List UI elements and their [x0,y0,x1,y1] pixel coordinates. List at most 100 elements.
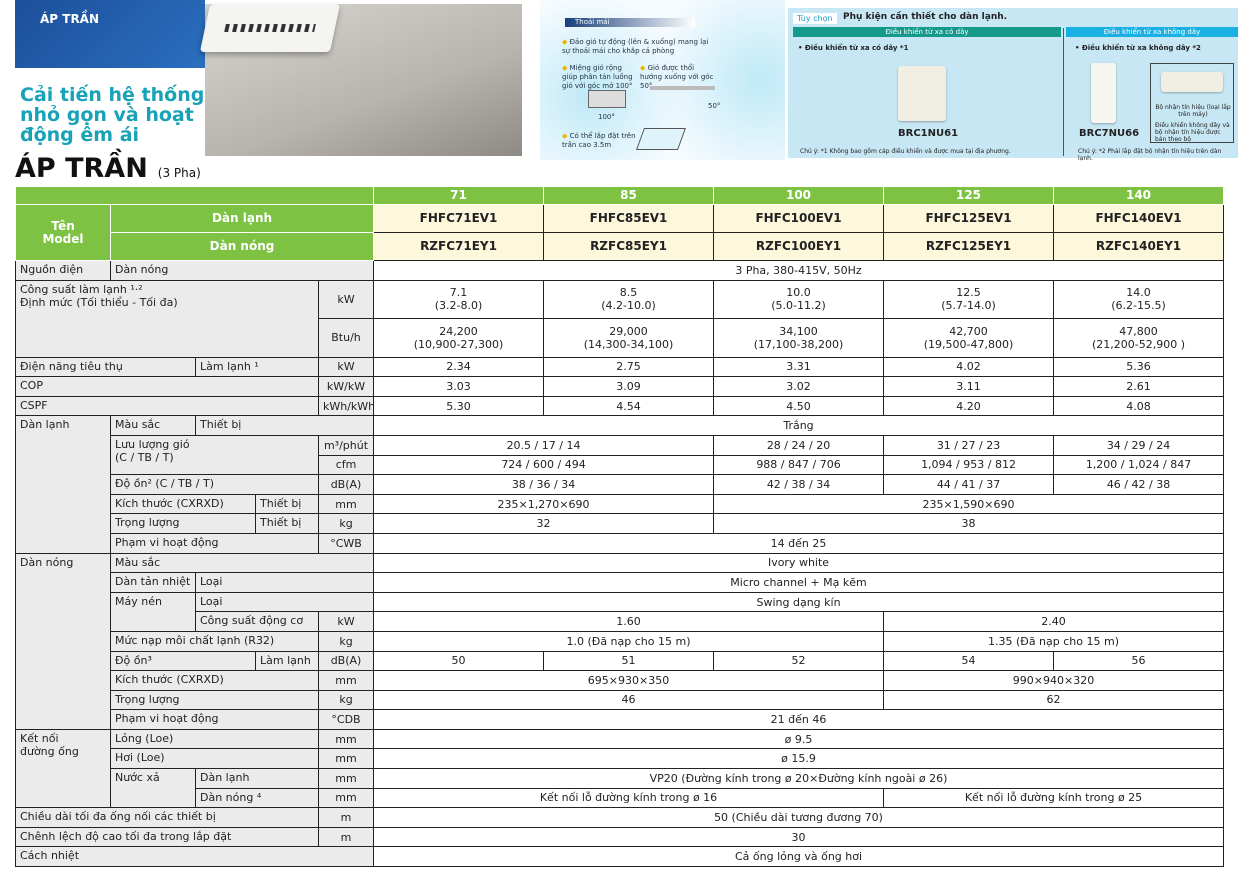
label-cell: Kích thước (CXRXD) [110,493,256,515]
value-cell: 34 / 29 / 24 [1053,434,1225,456]
receiver-image [1161,72,1223,92]
value-cell: 1.60 [373,611,885,632]
unit-cell: °CDB [317,709,375,730]
wired-model: BRC1NU61 [898,128,959,139]
angle-50-label: 50° [708,102,721,110]
value-cell: 46 [373,689,885,711]
label-cell: Kích thước (CXRXD) [110,670,319,691]
value-cell: 47,800 (21,200-52,900 ) [1053,318,1225,358]
value-cell: Kết nối lỗ đường kính trong ø 25 [883,787,1225,809]
comfort-bullet: Có thể lắp đặt trên trần cao 3.5m [562,132,637,150]
label-cell: Dàn nóng [109,260,375,281]
value-cell: 1.35 (Đã nạp cho 15 m) [883,630,1225,652]
receiver-label: Bộ nhận tín hiệu (loại lắp trên máy) [1155,104,1231,118]
label-cell: Dàn lạnh [15,415,111,554]
value-cell: 4.02 [883,356,1055,378]
label-cell: Màu sắc [110,415,196,436]
label-cell: Độ ồn³ [110,650,256,672]
product-photo [199,4,522,156]
model-cell: RZFC85EY1 [543,232,715,261]
table-row: Dàn nóng RZFC71EY1 RZFC85EY1 RZFC100EY1 RZFC… [16,232,1225,261]
unit-cell: °CWB [317,532,375,554]
table-row: Dàn nóng Màu sắc Ivory white [15,552,1225,730]
table-row: Kích thước (CXRXD) Thiết bị mm 235×1,270×69… [16,493,1225,515]
unit-cell: mm [317,787,375,809]
label-cell: Phạm vi hoạt động [110,709,319,730]
table-row: Phạm vi hoạt động °CDB 21 đến 46 [16,709,1225,730]
comfort-bullet: Đảo gió tự động (lên & xuống) mang lại s… [562,38,712,56]
label-cell: Trọng lượng [110,689,319,711]
model-cell: RZFC100EY1 [713,232,885,261]
model-cell: FHFC140EV1 [1053,204,1225,233]
option-tag: Tùy chọn [793,13,837,24]
comfort-panel: Thoải mái Đảo gió tự động (lên & xuống) … [540,0,785,160]
label-cell: Lưu lượng gió (C / TB / T) [110,434,319,476]
header-cell: 125 [883,186,1055,205]
table-row: Độ ồn³ Làm lạnh dB(A) 50 51 52 54 56 [16,650,1225,672]
value-cell: 3.11 [883,376,1055,397]
value-cell: 50 [373,650,545,672]
header-cell: Dàn lạnh [109,204,375,233]
value-cell: Kết nối lỗ đường kính trong ø 16 [373,787,885,809]
receiver-note: Điều khiển không dây và bộ nhận tín hiệu… [1155,122,1230,143]
accessories-panel: Tùy chọn Phụ kiện cần thiết cho dàn lạnh… [788,8,1238,162]
unit-cell: kg [317,630,375,652]
table-row: Dàn nóng ⁴ mm Kết nối lỗ đường kính trong … [16,787,1225,809]
value-cell: 12.5 (5.7-14.0) [883,279,1055,320]
unit-cell: kWh/kWh [317,395,375,417]
label-cell: COP [15,376,319,397]
wired-bar: Điều khiển từ xa có dây [793,27,1061,37]
value-cell: ø 15.9 [373,748,1225,770]
label-cell: CSPF [15,395,319,417]
value-cell: 4.50 [713,395,885,417]
wireless-model: BRC7NU66 [1079,128,1140,139]
unit-cell: mm [317,768,375,789]
header-cell: Tên Model [15,204,111,261]
value-cell: 2.61 [1053,376,1225,397]
label-cell: Thiết bị [194,415,375,436]
label-cell: Thiết bị [255,513,319,534]
unit-cell: m³/phút [317,434,375,456]
unit-cell: kW/kW [317,376,375,397]
label-cell: Độ ồn² (C / TB / T) [110,474,319,495]
label-cell: Loại [194,572,375,593]
wireless-bar: Điều khiển từ xa không dây [1066,27,1238,37]
table-row: Phạm vi hoạt động °CWB 14 đến 25 [16,532,1225,554]
value-cell: 14.0 (6.2-15.5) [1053,279,1225,320]
table-row: Cách nhiệt Cả ống lỏng và ống hơi [14,846,1225,868]
value-cell: 14 đến 25 [373,532,1225,554]
label-cell: Hơi (Loe) [110,748,319,770]
ceiling-unit-image [199,4,341,52]
label-cell: Làm lạnh ¹ [195,356,319,378]
label-cell: Dàn nóng [15,552,111,730]
value-cell: Cả ống lỏng và ống hơi [373,846,1225,868]
value-cell: 1.0 (Đã nạp cho 15 m) [373,630,885,652]
unit-cell: m [317,826,375,848]
value-cell: 5.36 [1053,356,1225,378]
comfort-bullet: Gió được thổi hướng xuống với góc 50° [640,64,715,91]
value-cell: 28 / 24 / 20 [713,434,885,456]
table-row: Độ ồn² (C / TB / T) dB(A) 38 / 36 / 34 42 /… [16,474,1225,495]
table-row: Nước xả Dàn lạnh mm VP20 (Đường kính trong … [16,768,1225,809]
label-cell: Thiết bị [255,493,319,515]
value-cell: 42,700 (19,500-47,800) [883,318,1055,358]
label-cell: Kết nối đường ống [15,728,111,809]
value-cell: Micro channel + Mạ kẽm [373,572,1225,593]
room-diagram [635,128,687,150]
table-row: Btu/h 24,200 (10,900-27,300) 29,000 (14,30… [16,318,1225,358]
value-cell: 31 / 27 / 23 [883,434,1055,456]
diffuser-diagram [588,90,626,108]
value-cell: 1,200 / 1,024 / 847 [1053,454,1225,476]
value-cell: 235×1,590×690 [713,493,1225,515]
value-cell: 3 Pha, 380-415V, 50Hz [373,260,1225,281]
value-cell: 54 [883,650,1055,672]
value-cell: Trắng [373,415,1225,436]
value-cell: 50 (Chiều dài tương đương 70) [373,807,1225,828]
value-cell: Ivory white [373,552,1225,574]
wired-bullet: • Điều khiển từ xa có dây *1 [798,44,909,52]
unit-cell: kg [317,689,375,711]
table-row: Kích thước (CXRXD) mm 695×930×350 990×940×3… [16,670,1225,691]
label-cell: Mức nạp môi chất lạnh (R32) [110,630,319,652]
title-suffix: (3 Pha) [157,166,201,180]
header-cell: 140 [1053,186,1225,205]
